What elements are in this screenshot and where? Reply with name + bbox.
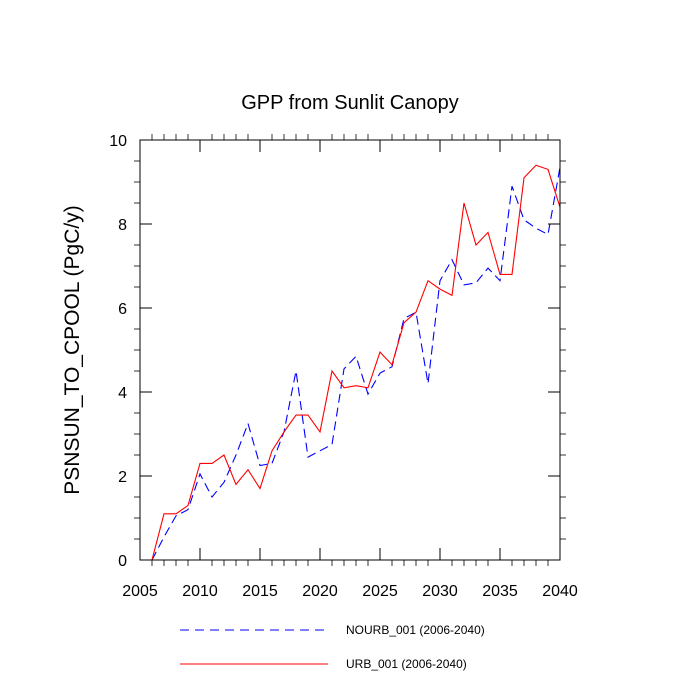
x-tick-label: 2010 [182,583,218,600]
y-tick-label: 10 [109,133,127,150]
series-line-2 [151,164,561,561]
x-tick-label: 2005 [122,583,158,600]
x-tick-label: 2030 [422,583,458,600]
plot-area: 2005 2010 2015 2020 2025 2030 2035 2040 0 2 4 6 8 10 [109,133,578,600]
x-tick-label: 2020 [302,583,338,600]
y-axis-label: PSNSUN_TO_CPOOL (PgC/y) [61,205,84,494]
x-tick-label: 2035 [482,583,518,600]
x-tick-label: 2040 [542,583,578,600]
y-tick-label: 6 [118,301,127,318]
x-tick-label: 2025 [362,583,398,600]
y-tick-label: 8 [118,217,127,234]
legend-label-1: NOURB_001 (2006-2040) [346,623,485,637]
y-tick-label: 2 [118,469,127,486]
y-tick-label: 4 [118,385,127,402]
x-tick-label: 2015 [242,583,278,600]
plot-frame [139,139,561,561]
legend-label-2: URB_001 (2006-2040) [346,657,467,671]
series-line-1 [151,167,561,561]
legend: NOURB_001 (2006-2040) URB_001 (2006-2040) [180,623,485,671]
chart-title: GPP from Sunlit Canopy [241,92,459,114]
y-tick-label: 0 [118,553,127,570]
